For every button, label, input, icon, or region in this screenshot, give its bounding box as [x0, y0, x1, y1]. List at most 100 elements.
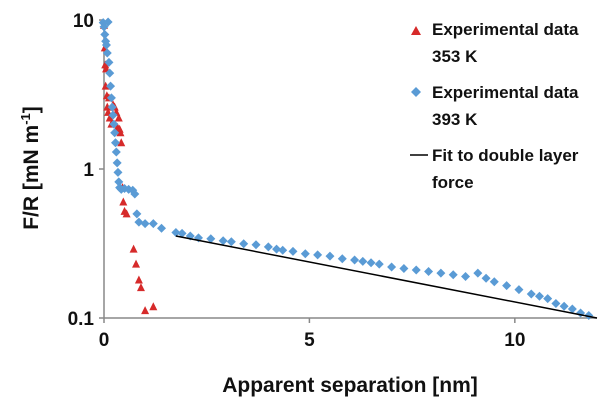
fit-line	[175, 235, 598, 319]
point-393k	[239, 239, 249, 249]
point-393k	[313, 250, 323, 260]
point-393k	[473, 268, 483, 278]
legend-entry-353k: Experimental data 353 K	[411, 20, 579, 66]
point-393k	[526, 289, 536, 299]
point-393k	[567, 304, 577, 314]
point-393k	[101, 40, 111, 50]
point-393k	[399, 263, 409, 273]
point-393k	[102, 48, 112, 58]
point-353k	[129, 244, 138, 253]
point-393k	[106, 93, 116, 103]
point-353k	[117, 138, 126, 147]
legend: Experimental data 353 K Experimental dat…	[410, 20, 579, 192]
point-393k	[272, 244, 282, 254]
legend-label-fit-line2: force	[432, 173, 474, 192]
point-393k	[177, 228, 187, 238]
axes	[103, 20, 597, 319]
point-353k	[132, 259, 141, 268]
point-393k	[411, 265, 421, 275]
point-393k	[110, 128, 120, 138]
y-tick-label: 10	[73, 11, 94, 32]
point-393k	[114, 177, 124, 187]
x-tick-label: 10	[504, 330, 525, 351]
legend-entry-393k: Experimental data 393 K	[411, 83, 579, 129]
point-393k	[551, 299, 561, 309]
point-393k	[251, 240, 261, 250]
point-393k	[103, 17, 113, 27]
point-393k	[130, 189, 140, 199]
point-393k	[543, 294, 553, 304]
point-393k	[107, 102, 117, 112]
point-393k	[448, 270, 458, 280]
point-393k	[278, 245, 288, 255]
y-axis-title-close: ]	[20, 106, 43, 113]
point-353k	[101, 60, 110, 69]
point-353k	[122, 209, 131, 218]
point-393k	[134, 217, 144, 227]
point-393k	[358, 256, 368, 266]
point-393k	[106, 81, 116, 91]
legend-label-353k-line2: 353 K	[432, 47, 478, 66]
point-393k	[113, 167, 123, 177]
point-393k	[226, 237, 236, 247]
x-tick-label: 0	[99, 330, 110, 351]
legend-diamond-marker	[411, 87, 421, 97]
point-393k	[374, 259, 384, 269]
y-axis-title-main: F/R [mN m	[20, 125, 43, 230]
point-393k	[366, 258, 376, 268]
legend-triangle-marker	[411, 26, 421, 35]
point-393k	[481, 273, 491, 283]
point-393k	[111, 147, 121, 157]
point-393k	[108, 110, 118, 120]
point-353k	[119, 197, 128, 206]
point-393k	[120, 183, 130, 193]
point-393k	[461, 271, 471, 281]
point-353k	[149, 302, 158, 311]
point-393k	[171, 227, 181, 237]
point-353k	[141, 306, 150, 315]
point-393k	[337, 254, 347, 264]
point-393k	[534, 291, 544, 301]
point-393k	[206, 234, 216, 244]
point-353k	[116, 128, 125, 137]
point-393k	[140, 219, 150, 229]
legend-label-fit-line1: Fit to double layer	[432, 146, 579, 165]
point-393k	[104, 57, 114, 67]
point-393k	[489, 277, 499, 287]
y-axis-title: F/R [mN m-1]	[18, 106, 43, 230]
point-393k	[424, 267, 434, 277]
legend-label-393k-line1: Experimental data	[432, 83, 579, 102]
point-393k	[514, 285, 524, 295]
point-393k	[584, 310, 594, 320]
y-tick-label: 0.1	[68, 309, 95, 330]
data-marks	[98, 17, 598, 320]
point-393k	[263, 242, 273, 252]
point-393k	[559, 301, 569, 311]
y-tick-label: 1	[83, 160, 94, 181]
point-393k	[350, 255, 360, 265]
legend-label-353k-line1: Experimental data	[432, 20, 579, 39]
x-ticks: 0 5 10	[99, 318, 525, 351]
point-393k	[300, 249, 310, 259]
point-353k	[105, 113, 114, 122]
point-393k	[436, 268, 446, 278]
point-353k	[136, 283, 145, 292]
point-353k	[114, 113, 123, 122]
point-393k	[100, 29, 110, 39]
point-393k	[502, 281, 512, 291]
point-393k	[109, 119, 119, 129]
x-axis-title: Apparent separation [nm]	[222, 374, 478, 397]
point-393k	[111, 138, 121, 148]
point-393k	[105, 68, 115, 78]
point-393k	[325, 251, 335, 261]
point-393k	[132, 209, 142, 219]
point-393k	[148, 219, 158, 229]
point-393k	[157, 223, 167, 233]
point-353k	[134, 275, 143, 284]
legend-entry-fit: Fit to double layer force	[410, 146, 579, 192]
legend-label-393k-line2: 393 K	[432, 110, 478, 129]
point-393k	[218, 236, 228, 246]
point-393k	[387, 262, 397, 272]
y-axis-title-sup: -1	[18, 113, 33, 125]
point-393k	[112, 158, 122, 168]
